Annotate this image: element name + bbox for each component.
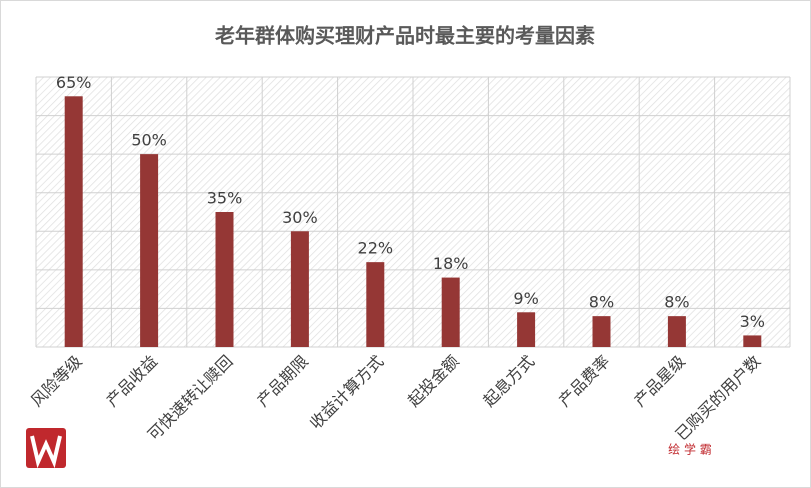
data-label: 65%	[56, 73, 92, 92]
data-label: 8%	[589, 293, 614, 312]
chart-title: 老年群体购买理财产品时最主要的考量因素	[215, 24, 595, 48]
data-label: 8%	[664, 293, 689, 312]
bar	[743, 335, 762, 347]
bar	[667, 316, 686, 347]
data-label: 50%	[131, 131, 167, 150]
data-label: 18%	[433, 254, 469, 273]
bar	[290, 231, 309, 347]
data-label: 30%	[282, 208, 318, 227]
data-label: 22%	[358, 239, 394, 258]
data-label: 9%	[513, 289, 538, 308]
bar	[215, 212, 234, 347]
watermark: 绘 学 霸	[668, 442, 712, 457]
data-label: 35%	[207, 189, 243, 208]
bar	[592, 316, 611, 347]
bar	[517, 312, 536, 347]
data-label: 3%	[740, 312, 765, 331]
bar	[441, 277, 460, 347]
logo	[26, 428, 66, 469]
bar	[366, 262, 385, 347]
bar	[64, 96, 83, 348]
bar	[140, 154, 159, 347]
